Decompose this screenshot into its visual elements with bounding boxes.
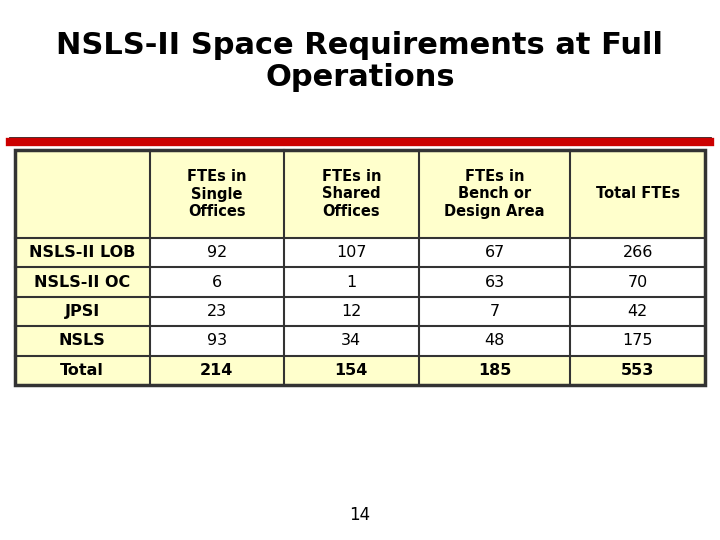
Text: 42: 42 bbox=[628, 304, 648, 319]
Bar bbox=[15, 150, 705, 385]
Text: FTEs in
Shared
Offices: FTEs in Shared Offices bbox=[322, 169, 381, 219]
Text: 185: 185 bbox=[478, 363, 511, 378]
Text: FTEs in
Bench or
Design Area: FTEs in Bench or Design Area bbox=[444, 169, 545, 219]
Text: FTEs in
Single
Offices: FTEs in Single Offices bbox=[187, 169, 246, 219]
Text: Total FTEs: Total FTEs bbox=[595, 186, 680, 201]
Text: 6: 6 bbox=[212, 275, 222, 289]
Bar bbox=[15, 267, 705, 297]
Text: Operations: Operations bbox=[265, 63, 455, 91]
Text: 23: 23 bbox=[207, 304, 227, 319]
Text: 175: 175 bbox=[623, 333, 653, 348]
Bar bbox=[15, 150, 705, 238]
Text: 67: 67 bbox=[485, 245, 505, 260]
Text: 7: 7 bbox=[490, 304, 500, 319]
Text: NSLS-II LOB: NSLS-II LOB bbox=[29, 245, 135, 260]
Text: 48: 48 bbox=[485, 333, 505, 348]
Text: 1: 1 bbox=[346, 275, 356, 289]
Bar bbox=[15, 356, 705, 385]
Text: 93: 93 bbox=[207, 333, 227, 348]
Text: 14: 14 bbox=[349, 506, 371, 524]
Bar bbox=[15, 326, 150, 356]
Text: 34: 34 bbox=[341, 333, 361, 348]
Text: JPSI: JPSI bbox=[65, 304, 100, 319]
Text: 12: 12 bbox=[341, 304, 361, 319]
Text: NSLS: NSLS bbox=[59, 333, 106, 348]
Bar bbox=[15, 238, 705, 267]
Bar bbox=[15, 297, 705, 326]
Bar bbox=[15, 267, 150, 297]
Text: 70: 70 bbox=[628, 275, 648, 289]
Bar bbox=[15, 238, 150, 267]
Bar bbox=[15, 297, 150, 326]
Text: 107: 107 bbox=[336, 245, 366, 260]
Text: 92: 92 bbox=[207, 245, 227, 260]
Text: 214: 214 bbox=[200, 363, 233, 378]
Bar bbox=[15, 326, 705, 356]
Text: 154: 154 bbox=[335, 363, 368, 378]
Text: Total: Total bbox=[60, 363, 104, 378]
Text: 553: 553 bbox=[621, 363, 654, 378]
Text: 63: 63 bbox=[485, 275, 505, 289]
Text: NSLS-II OC: NSLS-II OC bbox=[34, 275, 130, 289]
Bar bbox=[15, 356, 150, 385]
Text: NSLS-II Space Requirements at Full: NSLS-II Space Requirements at Full bbox=[56, 30, 664, 59]
Text: 266: 266 bbox=[623, 245, 653, 260]
